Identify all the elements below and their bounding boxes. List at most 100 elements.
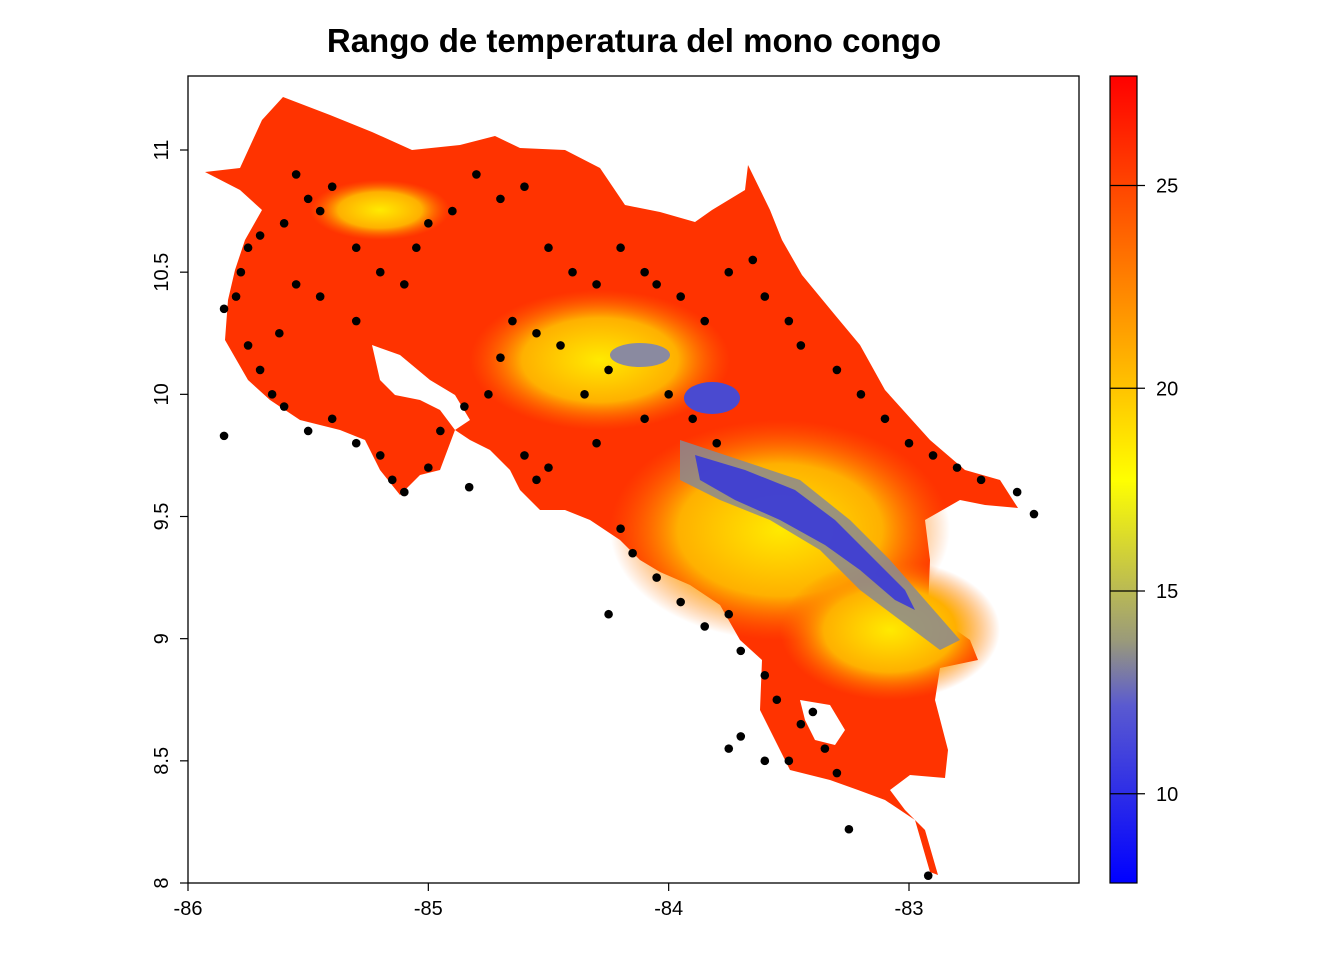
- y-tick-label: 9.5: [151, 503, 173, 531]
- observation-point: [724, 609, 734, 619]
- colorbar-tick-label: 25: [1156, 175, 1178, 197]
- observation-point: [844, 824, 854, 834]
- observation-point: [592, 438, 601, 448]
- colorbar-tick-label: 20: [1156, 378, 1178, 400]
- observation-point: [832, 365, 842, 375]
- observation-point: [243, 341, 253, 350]
- observation-point: [784, 756, 794, 766]
- observation-point: [640, 414, 649, 424]
- observation-points: [219, 170, 1039, 880]
- y-axis: 8 8.5 9 9.5 10 10.5 11: [151, 140, 188, 889]
- highland-zone: [470, 290, 730, 430]
- highland-zone: [780, 560, 1000, 700]
- x-tick-label: -86: [174, 898, 203, 920]
- observation-point: [520, 451, 529, 460]
- observation-point: [424, 219, 433, 228]
- observation-point: [303, 194, 313, 204]
- observation-point: [255, 231, 265, 240]
- observation-point: [484, 390, 493, 399]
- observation-point: [291, 170, 301, 179]
- observation-point: [808, 707, 818, 717]
- observation-point: [616, 524, 625, 534]
- temperature-raster: [205, 97, 1018, 875]
- observation-point: [327, 182, 337, 191]
- observation-point: [640, 267, 649, 277]
- observation-point: [724, 744, 734, 753]
- observation-point: [604, 365, 613, 375]
- x-tick-label: -85: [414, 898, 443, 920]
- colorbar: [1109, 75, 1138, 884]
- observation-point: [904, 438, 914, 448]
- observation-point: [424, 463, 433, 472]
- observation-point: [291, 280, 301, 289]
- observation-point: [243, 243, 253, 253]
- observation-point: [460, 402, 469, 411]
- observation-point: [1012, 487, 1022, 497]
- x-tick-label: -83: [895, 898, 924, 920]
- observation-point: [532, 328, 541, 338]
- observation-point: [856, 390, 866, 399]
- observation-point: [496, 194, 505, 204]
- observation-point: [400, 487, 409, 497]
- observation-point: [760, 292, 770, 301]
- plot-frame: [187, 75, 1080, 884]
- observation-point: [315, 206, 325, 216]
- observation-point: [736, 732, 746, 741]
- highland-zone: [310, 180, 450, 240]
- observation-point: [219, 304, 229, 314]
- observation-point: [387, 475, 397, 485]
- observation-point: [568, 267, 577, 277]
- observation-point: [604, 609, 613, 619]
- observation-point: [303, 426, 313, 436]
- observation-point: [351, 438, 361, 448]
- gulf: [372, 345, 470, 430]
- cold-zone: [684, 382, 740, 414]
- observation-point: [279, 219, 289, 228]
- observation-point: [472, 170, 481, 179]
- observation-point: [436, 426, 445, 436]
- observation-point: [231, 292, 241, 301]
- observation-point: [748, 255, 758, 265]
- observation-point: [236, 267, 246, 277]
- observation-point: [544, 463, 553, 472]
- observation-point: [832, 768, 842, 778]
- observation-point: [544, 243, 553, 253]
- colorbar-tick-label: 15: [1156, 581, 1178, 603]
- observation-point: [736, 646, 746, 656]
- observation-point: [796, 341, 806, 350]
- observation-point: [628, 548, 637, 558]
- x-tick-label: -84: [654, 898, 683, 920]
- observation-point: [508, 316, 517, 326]
- observation-point: [928, 451, 938, 460]
- observation-point: [880, 414, 890, 424]
- y-tick-label: 8.5: [151, 747, 173, 775]
- observation-point: [412, 243, 421, 253]
- observation-point: [700, 316, 710, 326]
- observation-point: [532, 475, 541, 485]
- colorbar-axis: 10 15 20 25: [1110, 175, 1178, 806]
- observation-point: [327, 414, 337, 424]
- observation-point: [496, 353, 505, 362]
- observation-point: [556, 341, 565, 350]
- observation-point: [712, 438, 722, 448]
- observation-point: [796, 719, 806, 729]
- cold-zone: [610, 343, 670, 367]
- observation-point: [652, 573, 661, 582]
- observation-point: [520, 182, 529, 191]
- y-tick-label: 10.5: [151, 253, 173, 292]
- observation-point: [279, 402, 289, 411]
- observation-point: [1029, 509, 1039, 519]
- y-tick-label: 9: [151, 633, 173, 644]
- observation-point: [664, 390, 673, 399]
- observation-point: [255, 365, 265, 375]
- observation-point: [976, 475, 986, 485]
- observation-point: [652, 280, 661, 289]
- observation-point: [351, 243, 361, 253]
- observation-point: [400, 280, 409, 289]
- colorbar-tick-label: 10: [1156, 784, 1178, 806]
- y-tick-label: 8: [151, 877, 173, 888]
- observation-point: [375, 451, 385, 460]
- y-tick-label: 10: [151, 383, 173, 405]
- observation-point: [820, 744, 830, 753]
